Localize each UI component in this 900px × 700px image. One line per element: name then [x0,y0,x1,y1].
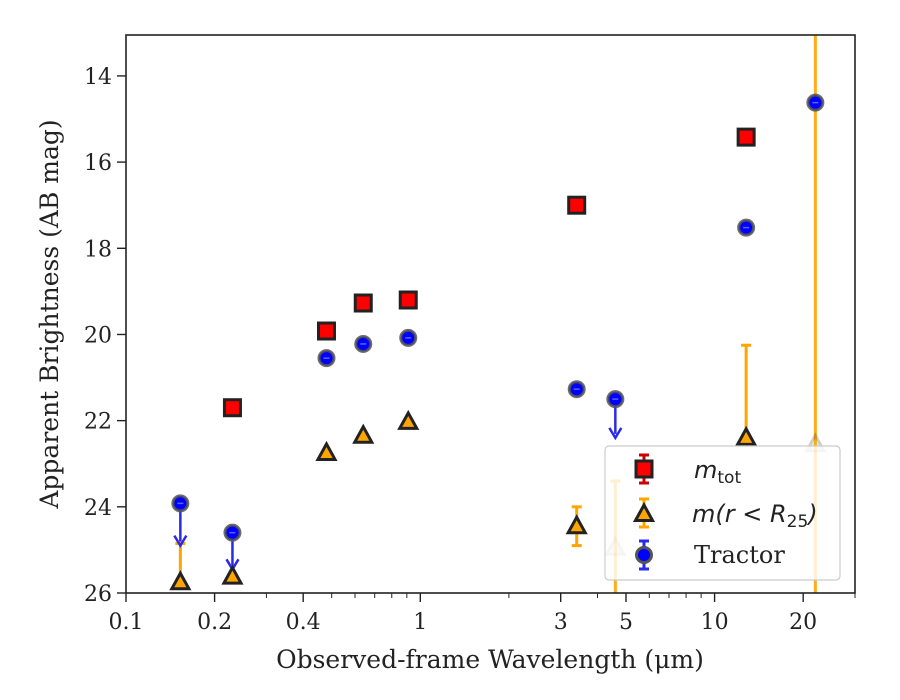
y-tick-label: 18 [84,237,112,262]
triangle-point [397,409,420,430]
square-point [736,127,756,147]
triangle-point [352,423,375,444]
legend-label-mtot: mtot [694,456,741,488]
upper-limit-arrow-head [173,534,188,549]
y-tick-label: 26 [84,582,112,607]
upper-limit-arrow-head [608,427,623,441]
square-point [398,290,418,310]
y-tick-label: 24 [84,496,112,521]
x-tick-label: 1 [413,610,427,635]
square-point [567,195,587,215]
triangle-point [169,570,192,591]
y-tick-label: 14 [84,65,112,90]
y-tick-label: 16 [84,151,112,176]
x-tick-label: 0.4 [286,610,321,635]
triangle-point [221,564,244,585]
legend-entry-tractor: Tractor [635,539,785,571]
legend-square-marker [634,459,654,479]
legend-entry-mtot: mtot [634,453,741,488]
x-tick-label: 5 [619,610,633,635]
y-axis-label: Apparent Brightness (AB mag) [35,119,64,509]
square-point [353,293,373,313]
legend-circle-marker [635,546,653,564]
legend: mtot m(r < R25) Tractor [604,445,841,581]
x-axis-label: Observed-frame Wavelength (μm) [276,645,704,674]
x-tick-label: 3 [554,610,568,635]
triangle-point [315,440,338,461]
legend-box [604,445,841,581]
legend-triangle-marker [632,501,656,522]
x-tick-label: 0.1 [109,610,144,635]
square-point [222,398,242,418]
x-tick-label: 10 [701,610,729,635]
x-tick-label: 0.2 [197,610,232,635]
triangle-point [565,514,588,535]
triangle-point [735,425,758,446]
y-tick-label: 22 [84,410,112,435]
legend-entry-m-r25: m(r < R25) [632,497,818,532]
legend-label-m-r25: m(r < R25) [692,500,818,532]
axes: 0.1 0.2 0.4 1 3 5 10 20 14 16 18 20 22 24 26 [84,65,856,635]
square-point [316,321,336,341]
y-tick-label: 20 [84,323,112,348]
legend-label-tractor: Tractor [694,541,785,569]
plot-frame [125,34,856,594]
x-tick-label: 20 [789,610,817,635]
